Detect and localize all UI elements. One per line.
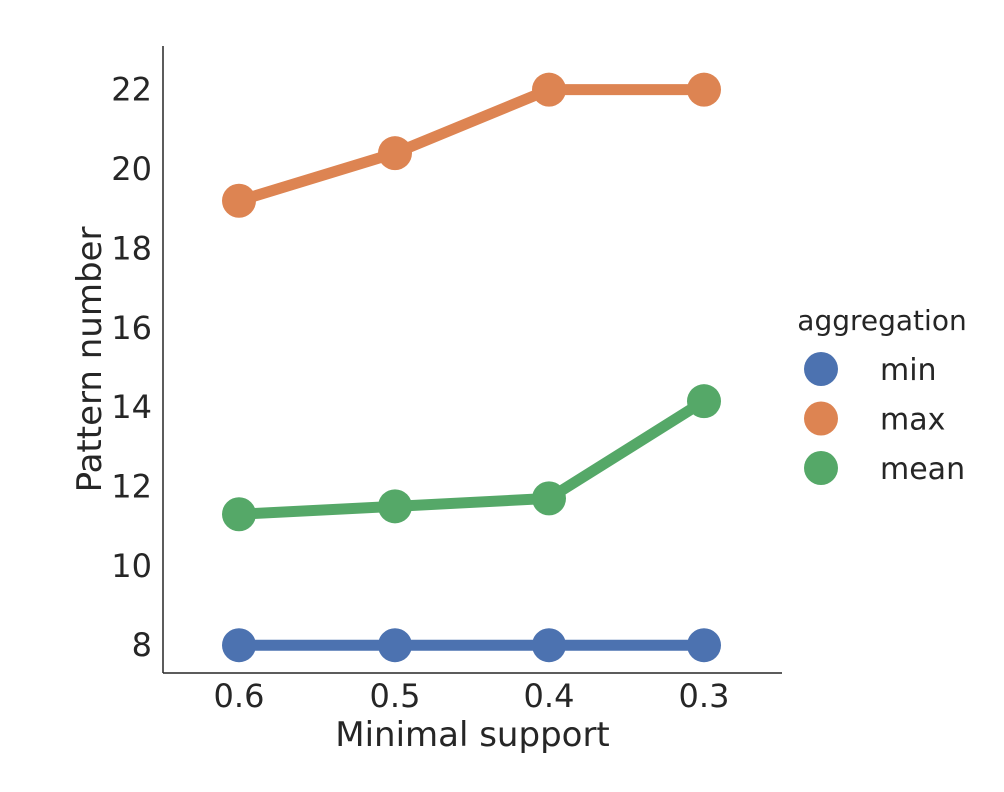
series-max [222,72,721,218]
data-point-mean [222,497,256,532]
y-tick-label: 12 [111,467,152,505]
legend-label: mean [880,452,965,487]
y-tick-label: 8 [132,626,152,664]
x-tick-label: 0.6 [214,677,265,715]
y-tick-label: 10 [111,547,152,585]
legend-items: min max mean [804,352,965,487]
series-mean [222,384,721,532]
series-line-mean [233,395,710,520]
x-tick-label: 0.5 [370,677,421,715]
series-line-max [233,84,710,207]
x-axis-label: Minimal support [335,715,610,755]
y-tick-label: 18 [111,229,152,267]
y-tick-label: 16 [111,309,152,347]
y-tick-label: 14 [111,388,152,426]
x-tick-label: 0.4 [524,677,575,715]
data-point-max [378,136,412,171]
data-point-mean [378,489,412,524]
data-point-mean [532,481,566,516]
data-point-min [378,628,412,663]
data-point-min [222,628,256,663]
series-layer [222,72,721,663]
legend-marker [804,401,838,436]
data-point-min [687,628,721,663]
x-tick-labels: 0.6 0.5 0.4 0.3 [214,677,730,715]
legend-label: max [880,403,945,438]
legend-item-max: max [804,401,945,438]
legend: aggregation min max mean [797,304,966,487]
y-axis-label: Pattern number [70,227,110,493]
y-tick-labels: 8 10 12 14 16 18 20 22 [111,71,152,665]
data-point-max [532,72,566,107]
axes [162,46,782,674]
y-tick-label: 20 [111,150,152,188]
legend-label: min [880,353,937,388]
series-min [222,628,721,663]
data-point-min [532,628,566,663]
legend-marker [804,352,838,386]
x-tick-label: 0.3 [679,677,730,715]
data-point-max [222,183,256,218]
legend-title: aggregation [797,304,966,337]
data-point-mean [687,384,721,419]
y-tick-label: 22 [111,71,152,109]
data-point-max [687,72,721,107]
legend-item-mean: mean [804,451,965,487]
legend-item-min: min [804,352,937,388]
legend-marker [804,451,838,485]
